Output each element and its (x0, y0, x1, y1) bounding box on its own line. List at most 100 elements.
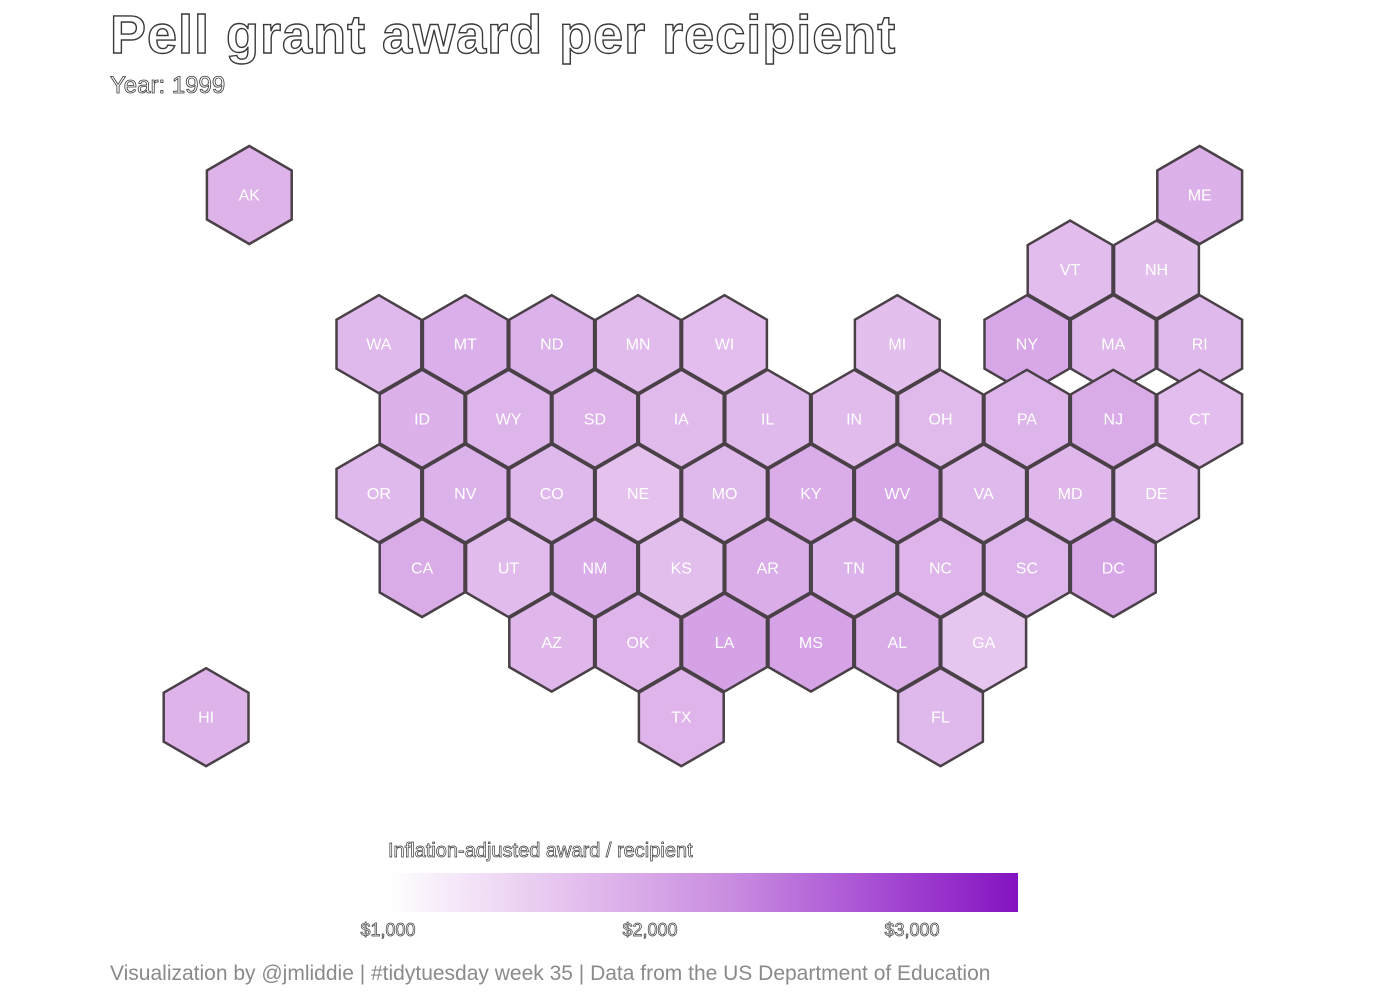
state-label: TX (671, 710, 692, 727)
state-hex (1156, 144, 1244, 246)
state-tile-ut: UT (464, 517, 553, 619)
state-tile-tx: TX (637, 666, 725, 768)
state-hex (594, 293, 682, 395)
state-tile-ak: AK (205, 144, 293, 246)
state-label: OR (367, 486, 391, 503)
state-label: NC (929, 561, 952, 578)
state-hex (983, 517, 1071, 619)
state-label: NM (582, 561, 607, 578)
state-label: IL (761, 411, 774, 428)
chart-subtitle: Year: 1999 (110, 72, 226, 100)
legend-title: Inflation-adjusted award / recipient (388, 840, 693, 863)
state-hex (1069, 517, 1157, 619)
state-label: NE (627, 486, 649, 503)
state-hex (464, 517, 553, 619)
state-hex (378, 517, 466, 619)
state-tile-ia: IA (637, 368, 725, 470)
state-label: CA (411, 561, 434, 578)
state-tile-wa: WA (335, 293, 423, 395)
state-label: AZ (541, 635, 562, 652)
state-tile-wv: WV (853, 442, 941, 544)
state-hex (637, 517, 725, 619)
state-hex (551, 517, 639, 619)
state-hex (896, 517, 985, 619)
state-tile-hi: HI (162, 666, 250, 768)
state-tile-ny: NY (983, 293, 1071, 395)
state-hex (724, 368, 812, 470)
state-tile-oh: OH (896, 368, 985, 470)
state-tile-nm: NM (551, 517, 639, 619)
state-hex (767, 442, 855, 544)
state-label: LA (715, 635, 735, 652)
state-hex (637, 368, 725, 470)
state-label: VA (974, 486, 994, 503)
state-tile-nc: NC (896, 517, 985, 619)
state-label: CT (1189, 411, 1211, 428)
state-hex (810, 517, 898, 619)
state-label: MD (1058, 486, 1083, 503)
state-tile-ms: MS (767, 592, 855, 694)
state-tile-dc: DC (1069, 517, 1157, 619)
state-hex (508, 293, 596, 395)
state-label: GA (972, 635, 995, 652)
state-hex (637, 666, 725, 768)
state-hex (680, 293, 769, 395)
state-tile-wy: WY (464, 368, 553, 470)
state-hex (335, 442, 423, 544)
state-tile-mn: MN (594, 293, 682, 395)
state-tile-fl: FL (896, 666, 985, 768)
state-tile-md: MD (1026, 442, 1114, 544)
state-hex (205, 144, 293, 246)
state-hex (464, 368, 553, 470)
state-tile-nj: NJ (1069, 368, 1157, 470)
state-tile-vt: VT (1026, 219, 1114, 321)
state-label: AK (239, 188, 261, 205)
state-label: TN (843, 561, 864, 578)
state-hex (421, 293, 509, 395)
state-tile-ky: KY (767, 442, 855, 544)
state-hex (1112, 442, 1201, 544)
state-tile-me: ME (1156, 144, 1244, 246)
state-tile-il: IL (724, 368, 812, 470)
state-label: KY (800, 486, 822, 503)
state-hex (551, 368, 639, 470)
state-label: OK (627, 635, 650, 652)
state-label: HI (198, 710, 214, 727)
state-label: MI (888, 337, 906, 354)
state-tile-az: AZ (508, 592, 596, 694)
state-tile-ga: GA (940, 592, 1028, 694)
chart-title: Pell grant award per recipient (109, 4, 897, 65)
state-hex (983, 368, 1071, 470)
state-label: RI (1192, 337, 1208, 354)
state-tile-sd: SD (551, 368, 639, 470)
state-label: PA (1017, 411, 1037, 428)
state-hex (853, 442, 941, 544)
state-label: DE (1145, 486, 1167, 503)
state-label: NH (1145, 262, 1168, 279)
state-tile-ct: CT (1156, 368, 1244, 470)
state-label: SD (584, 411, 606, 428)
state-label: ND (540, 337, 563, 354)
state-hex (508, 442, 596, 544)
legend-color-bar (388, 873, 1018, 912)
state-hex (896, 368, 985, 470)
state-hex (940, 442, 1028, 544)
legend-tick: $3,000 (884, 920, 940, 941)
state-hex (767, 592, 855, 694)
state-label: IN (846, 411, 862, 428)
state-label: SC (1016, 561, 1038, 578)
state-label: OH (929, 411, 953, 428)
state-label: DC (1102, 561, 1125, 578)
state-label: WI (715, 337, 735, 354)
state-tile-nd: ND (508, 293, 596, 395)
state-label: NY (1016, 337, 1039, 354)
state-tile-de: DE (1112, 442, 1201, 544)
state-hex (162, 666, 250, 768)
state-tile-va: VA (940, 442, 1028, 544)
state-label: MT (454, 337, 477, 354)
state-label: NV (454, 486, 477, 503)
state-tile-co: CO (508, 442, 596, 544)
state-label: WA (366, 337, 392, 354)
state-tile-nh: NH (1112, 219, 1201, 321)
state-hex (1112, 219, 1201, 321)
